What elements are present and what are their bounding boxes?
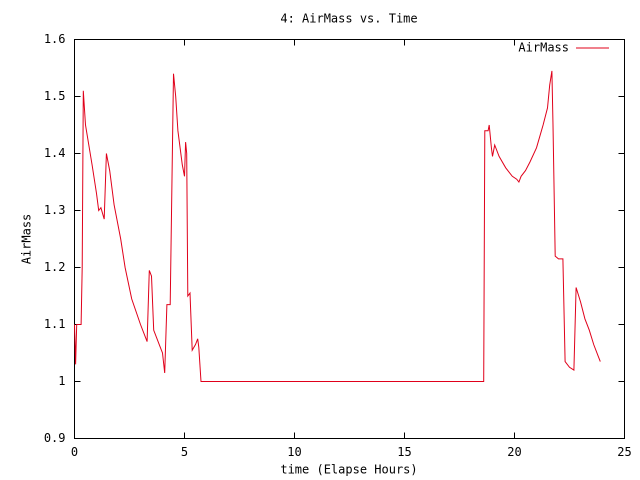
chart-title: 4: AirMass vs. Time bbox=[280, 12, 417, 26]
x-axis-label: time (Elapse Hours) bbox=[280, 463, 417, 477]
x-tick-label: 0 bbox=[71, 445, 78, 459]
y-axis-label: AirMass bbox=[20, 214, 34, 265]
data-line bbox=[74, 70, 601, 382]
y-tick-label: 1.3 bbox=[44, 203, 66, 217]
x-tick-label: 5 bbox=[181, 445, 188, 459]
y-tick-label: 1.2 bbox=[44, 260, 66, 274]
y-tick-label: 0.9 bbox=[44, 431, 66, 445]
x-tick-label: 15 bbox=[397, 445, 411, 459]
plot-frame bbox=[74, 39, 625, 439]
y-tick-label: 1.4 bbox=[44, 146, 66, 160]
y-tick-label: 1 bbox=[58, 374, 65, 388]
y-tick-label: 1.1 bbox=[44, 317, 66, 331]
x-tick-label: 20 bbox=[507, 445, 521, 459]
y-tick-label: 1.6 bbox=[44, 32, 66, 46]
legend-label: AirMass bbox=[518, 41, 569, 55]
x-tick-label: 10 bbox=[287, 445, 301, 459]
x-tick-label: 25 bbox=[617, 445, 631, 459]
y-tick-label: 1.5 bbox=[44, 89, 66, 103]
